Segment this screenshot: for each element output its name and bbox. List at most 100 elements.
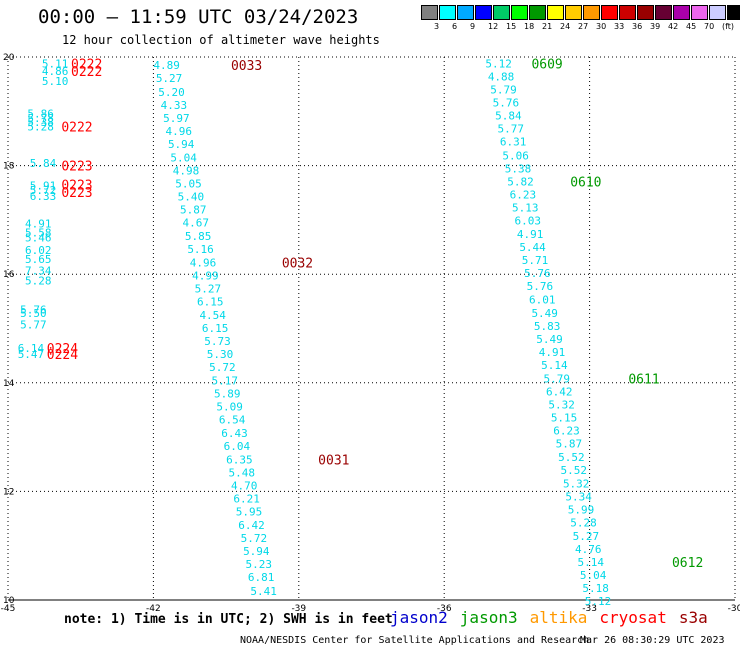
colorbar-swatch bbox=[673, 5, 690, 20]
swh-value-label: 4.70 bbox=[231, 479, 257, 492]
y-tick-label: 18 bbox=[3, 162, 15, 172]
swh-value-label: 5.77 bbox=[498, 123, 524, 136]
swh-value-label: 5.58 bbox=[25, 226, 52, 239]
pass-time-label: 0224 bbox=[47, 348, 78, 363]
legend-altika: altika bbox=[529, 608, 588, 627]
swh-value-label: 4.98 bbox=[173, 164, 200, 177]
swh-value-label: 5.04 bbox=[580, 569, 607, 582]
swh-value-label: 5.47 bbox=[18, 348, 45, 361]
swh-value-label: 5.28 bbox=[25, 275, 52, 288]
colorbar-swatch bbox=[565, 5, 582, 20]
swh-value-label: 4.96 bbox=[166, 125, 193, 138]
colorbar-label: 21 bbox=[542, 22, 553, 31]
swh-value-label: 5.11 bbox=[42, 58, 69, 71]
x-tick-label: -42 bbox=[146, 604, 161, 614]
y-tick-label: 14 bbox=[3, 379, 15, 389]
swh-value-label: 4.67 bbox=[182, 217, 209, 230]
colorbar-swatch bbox=[511, 5, 528, 20]
swh-value-label: 5.28 bbox=[570, 516, 597, 529]
swh-value-label: 5.27 bbox=[156, 72, 183, 85]
y-tick-label: 10 bbox=[3, 596, 15, 606]
swh-value-label: 5.94 bbox=[243, 545, 270, 558]
swh-value-label: 4.91 bbox=[539, 346, 566, 359]
swh-value-label: 6.14 bbox=[18, 342, 45, 355]
swh-value-label: 5.87 bbox=[180, 204, 207, 217]
swh-value-label: 5.34 bbox=[565, 490, 592, 503]
swh-value-label: 5.20 bbox=[158, 86, 185, 99]
swh-value-label: 5.52 bbox=[558, 451, 585, 464]
swh-value-label: 5.06 bbox=[502, 149, 529, 162]
swh-value-label: 4.33 bbox=[161, 99, 188, 112]
x-tick-label: -33 bbox=[582, 604, 597, 614]
swh-value-label: 5.65 bbox=[25, 253, 52, 266]
pass-time-label: 0223 bbox=[61, 186, 92, 201]
swh-value-label: 4.91 bbox=[25, 218, 52, 231]
swh-value-label: 5.44 bbox=[519, 241, 546, 254]
swh-value-label: 5.49 bbox=[536, 333, 563, 346]
swh-value-label: 4.96 bbox=[190, 256, 217, 269]
swh-value-label: 5.18 bbox=[582, 582, 609, 595]
swh-value-label: 5.84 bbox=[30, 157, 57, 170]
colorbar-label: 6 bbox=[452, 22, 458, 31]
swh-value-label: 6.15 bbox=[197, 295, 224, 308]
swh-value-label: 4.76 bbox=[575, 543, 602, 556]
legend-cryosat: cryosat bbox=[599, 608, 667, 627]
swh-value-label: 6.33 bbox=[30, 190, 56, 203]
pass-time-label: 0612 bbox=[672, 556, 703, 571]
swh-value-label: 6.42 bbox=[546, 385, 573, 398]
colorbar-label: 39 bbox=[650, 22, 661, 31]
colorbar-label: (ft) bbox=[722, 22, 735, 31]
pass-time-label: 0611 bbox=[628, 372, 659, 387]
swh-value-label: 5.86 bbox=[27, 107, 53, 120]
swh-value-label: 5.72 bbox=[30, 184, 56, 197]
swh-value-label: 5.52 bbox=[561, 464, 588, 477]
y-tick-label: 16 bbox=[3, 270, 15, 280]
swh-value-label: 5.95 bbox=[236, 505, 263, 518]
colorbar-swatch bbox=[691, 5, 708, 20]
colorbar-swatch bbox=[601, 5, 618, 20]
swh-value-label: 5.46 bbox=[25, 231, 52, 244]
swh-value-label: 5.99 bbox=[568, 503, 595, 516]
colorbar-swatch bbox=[475, 5, 492, 20]
pass-time-label: 0610 bbox=[570, 175, 601, 190]
swh-value-label: 5.79 bbox=[490, 84, 517, 97]
swh-value-label: 5.72 bbox=[209, 361, 236, 374]
colorbar-label: 33 bbox=[614, 22, 625, 31]
colorbar-label: 36 bbox=[632, 22, 643, 31]
swh-value-label: 5.40 bbox=[178, 191, 205, 204]
swh-value-label: 5.76 bbox=[527, 280, 554, 293]
y-tick-label: 12 bbox=[3, 487, 14, 497]
swh-value-label: 6.42 bbox=[238, 519, 265, 532]
pass-time-label: 0031 bbox=[318, 453, 349, 468]
swh-value-label: 5.10 bbox=[42, 75, 69, 88]
chart-subtitle: 12 hour collection of altimeter wave hei… bbox=[62, 33, 380, 47]
swh-value-label: 4.91 bbox=[517, 228, 544, 241]
pass-time-label: 0223 bbox=[61, 160, 92, 175]
colorbar-swatch bbox=[457, 5, 474, 20]
swh-value-label: 5.28 bbox=[27, 121, 53, 134]
swh-value-label: 6.04 bbox=[224, 440, 251, 453]
colorbar-swatch bbox=[637, 5, 654, 20]
swh-value-label: 4.88 bbox=[488, 71, 515, 84]
colorbar-swatch bbox=[619, 5, 636, 20]
swh-value-label: 5.38 bbox=[27, 116, 53, 129]
swh-value-label: 5.82 bbox=[507, 175, 534, 188]
pass-time-label: 0222 bbox=[61, 121, 92, 136]
swh-value-label: 5.91 bbox=[30, 180, 56, 193]
colorbar-label: 12 bbox=[488, 22, 499, 31]
swh-value-label: 5.76 bbox=[20, 303, 47, 316]
swh-value-label: 5.16 bbox=[187, 243, 214, 256]
swh-value-label: 5.27 bbox=[195, 282, 222, 295]
colorbar-swatch bbox=[421, 5, 438, 20]
swh-value-label: 5.97 bbox=[163, 112, 190, 125]
colorbar-swatch bbox=[547, 5, 564, 20]
footer-credit: NOAA/NESDIS Center for Satellite Applica… bbox=[240, 635, 590, 646]
satellite-legend: jason2 jason3 altika cryosat s3a bbox=[390, 608, 720, 627]
swh-value-label: 5.23 bbox=[245, 558, 272, 571]
swh-value-label: 6.23 bbox=[510, 188, 537, 201]
y-tick-label: 20 bbox=[3, 53, 15, 63]
swh-value-label: 5.04 bbox=[170, 151, 197, 164]
swh-value-label: 5.83 bbox=[534, 320, 561, 333]
swh-value-label: 5.78 bbox=[27, 112, 53, 125]
colorbar-label: 9 bbox=[470, 22, 476, 31]
